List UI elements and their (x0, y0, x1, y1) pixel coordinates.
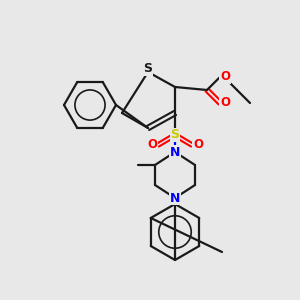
Text: S: S (143, 62, 152, 76)
Text: N: N (170, 146, 180, 158)
Text: S: S (170, 128, 179, 142)
Text: O: O (220, 70, 230, 83)
Text: O: O (220, 97, 230, 110)
Text: N: N (170, 191, 180, 205)
Text: O: O (193, 139, 203, 152)
Text: O: O (147, 139, 157, 152)
